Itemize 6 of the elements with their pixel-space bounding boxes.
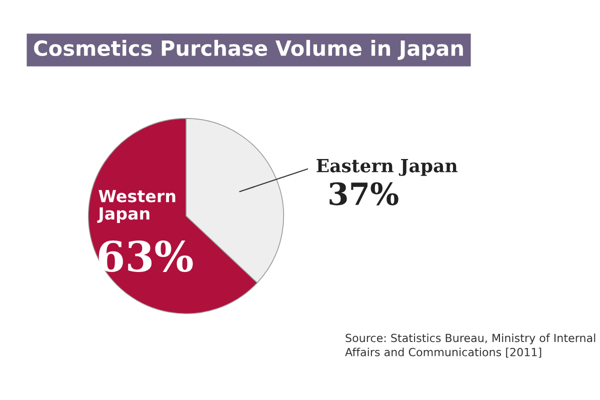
source-note: Source: Statistics Bureau, Ministry of Internal Affairs and Communications [2011] bbox=[345, 334, 596, 358]
data-label: 63% bbox=[98, 240, 193, 272]
slice-label: Western Japan bbox=[97, 190, 176, 224]
chart-title: Cosmetics Purchase Volume in Japan bbox=[34, 40, 463, 60]
data-label: 37% bbox=[330, 182, 398, 206]
slice-label: Eastern Japan bbox=[316, 159, 458, 176]
